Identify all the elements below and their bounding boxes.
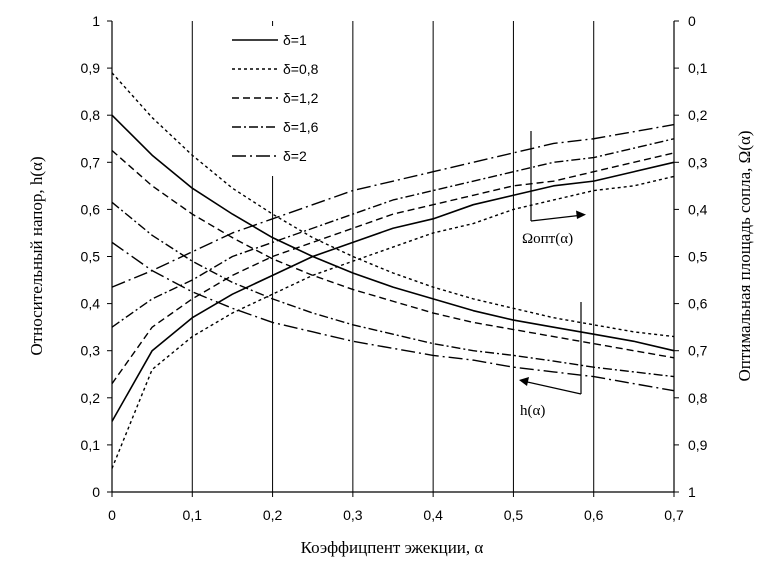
- y-right-tick-label: 0,9: [688, 437, 708, 453]
- x-axis-title: Коэффицпент эжекции, α: [301, 538, 484, 557]
- h-series-d16: [111, 201, 675, 378]
- omega-annotation-label: Ωопт(α): [522, 231, 573, 247]
- omega-series-d16: [111, 138, 675, 328]
- y-left-tick-label: 0,1: [81, 437, 101, 453]
- legend-label-d2: δ=2: [283, 148, 307, 164]
- y-axis-right-title: Оптимальная площадь сопла, Ω(α): [735, 130, 754, 381]
- y-right-tick-label: 0,8: [688, 390, 708, 406]
- legend-box: [222, 26, 332, 176]
- y-right-tick-label: 0,5: [688, 249, 708, 265]
- y-left-tick-label: 0,3: [81, 343, 101, 359]
- omega-annotation: Ωопт(α): [522, 131, 586, 247]
- x-tick-label: 0,5: [504, 507, 524, 523]
- legend-label-d16: δ=1,6: [283, 119, 319, 135]
- series-lines: [111, 72, 675, 469]
- y-axis-left-title: Относительный напор, h(α): [27, 156, 46, 355]
- x-tick-label: 0,2: [263, 507, 283, 523]
- legend-label-d1: δ=1: [283, 32, 307, 48]
- y-right-tick-label: 0,2: [688, 107, 708, 123]
- y-right-tick-label: 1: [688, 484, 696, 500]
- omega-arrowhead: [576, 210, 586, 219]
- h-pointer-arrow: [522, 380, 582, 395]
- y-right-tick-label: 0,6: [688, 296, 708, 312]
- x-tick-label: 0,6: [584, 507, 604, 523]
- h-series-d08: [111, 72, 675, 338]
- y-left-tick-label: 0,2: [81, 390, 101, 406]
- omega-pointer-arrow: [530, 214, 584, 222]
- axes: [107, 20, 679, 497]
- legend-label-d08: δ=0,8: [283, 61, 319, 77]
- y-left-tick-label: 0,5: [81, 249, 101, 265]
- h-series-d2: [111, 241, 675, 392]
- x-tick-label: 0,4: [423, 507, 443, 523]
- y-left-tick-label: 0,7: [81, 154, 101, 170]
- y-left-tick-label: 0,6: [81, 201, 101, 217]
- y-left-tick-label: 0,4: [81, 296, 101, 312]
- y-right-tick-label: 0,4: [688, 201, 708, 217]
- x-tick-label: 0,3: [343, 507, 363, 523]
- x-tick-label: 0,1: [183, 507, 203, 523]
- omega-series-d08: [111, 175, 675, 469]
- omega-series-d2: [111, 123, 675, 288]
- y-right-tick-label: 0,7: [688, 343, 708, 359]
- y-left-tick-label: 1: [92, 13, 100, 29]
- y-left-tick-label: 0,9: [81, 60, 101, 76]
- y-right-tick-label: 0,1: [688, 60, 708, 76]
- h-annotation-label: h(α): [520, 403, 545, 419]
- legend: δ=1 δ=0,8 δ=1,2 δ=1,6 δ=2: [222, 26, 332, 176]
- y-right-tick-label: 0,3: [688, 154, 708, 170]
- omega-series-d1: [111, 161, 675, 422]
- omega-series-d12: [111, 152, 675, 385]
- y-left-tick-label: 0: [92, 484, 100, 500]
- x-tick-label: 0,7: [664, 507, 684, 523]
- y-left-tick-label: 0,8: [81, 107, 101, 123]
- tick-labels: 0 0,1 0,2 0,3 0,4 0,5 0,6 0,7 0 0,1 0,2 0,3 0,4 0,5 0,…: [81, 13, 708, 523]
- x-tick-label: 0: [108, 507, 116, 523]
- h-arrowhead: [519, 377, 529, 386]
- h-series-d1: [111, 114, 675, 352]
- h-series-d12: [111, 149, 675, 359]
- legend-label-d12: δ=1,2: [283, 90, 319, 106]
- h-annotation: h(α): [519, 302, 582, 419]
- y-right-tick-label: 0: [688, 13, 696, 29]
